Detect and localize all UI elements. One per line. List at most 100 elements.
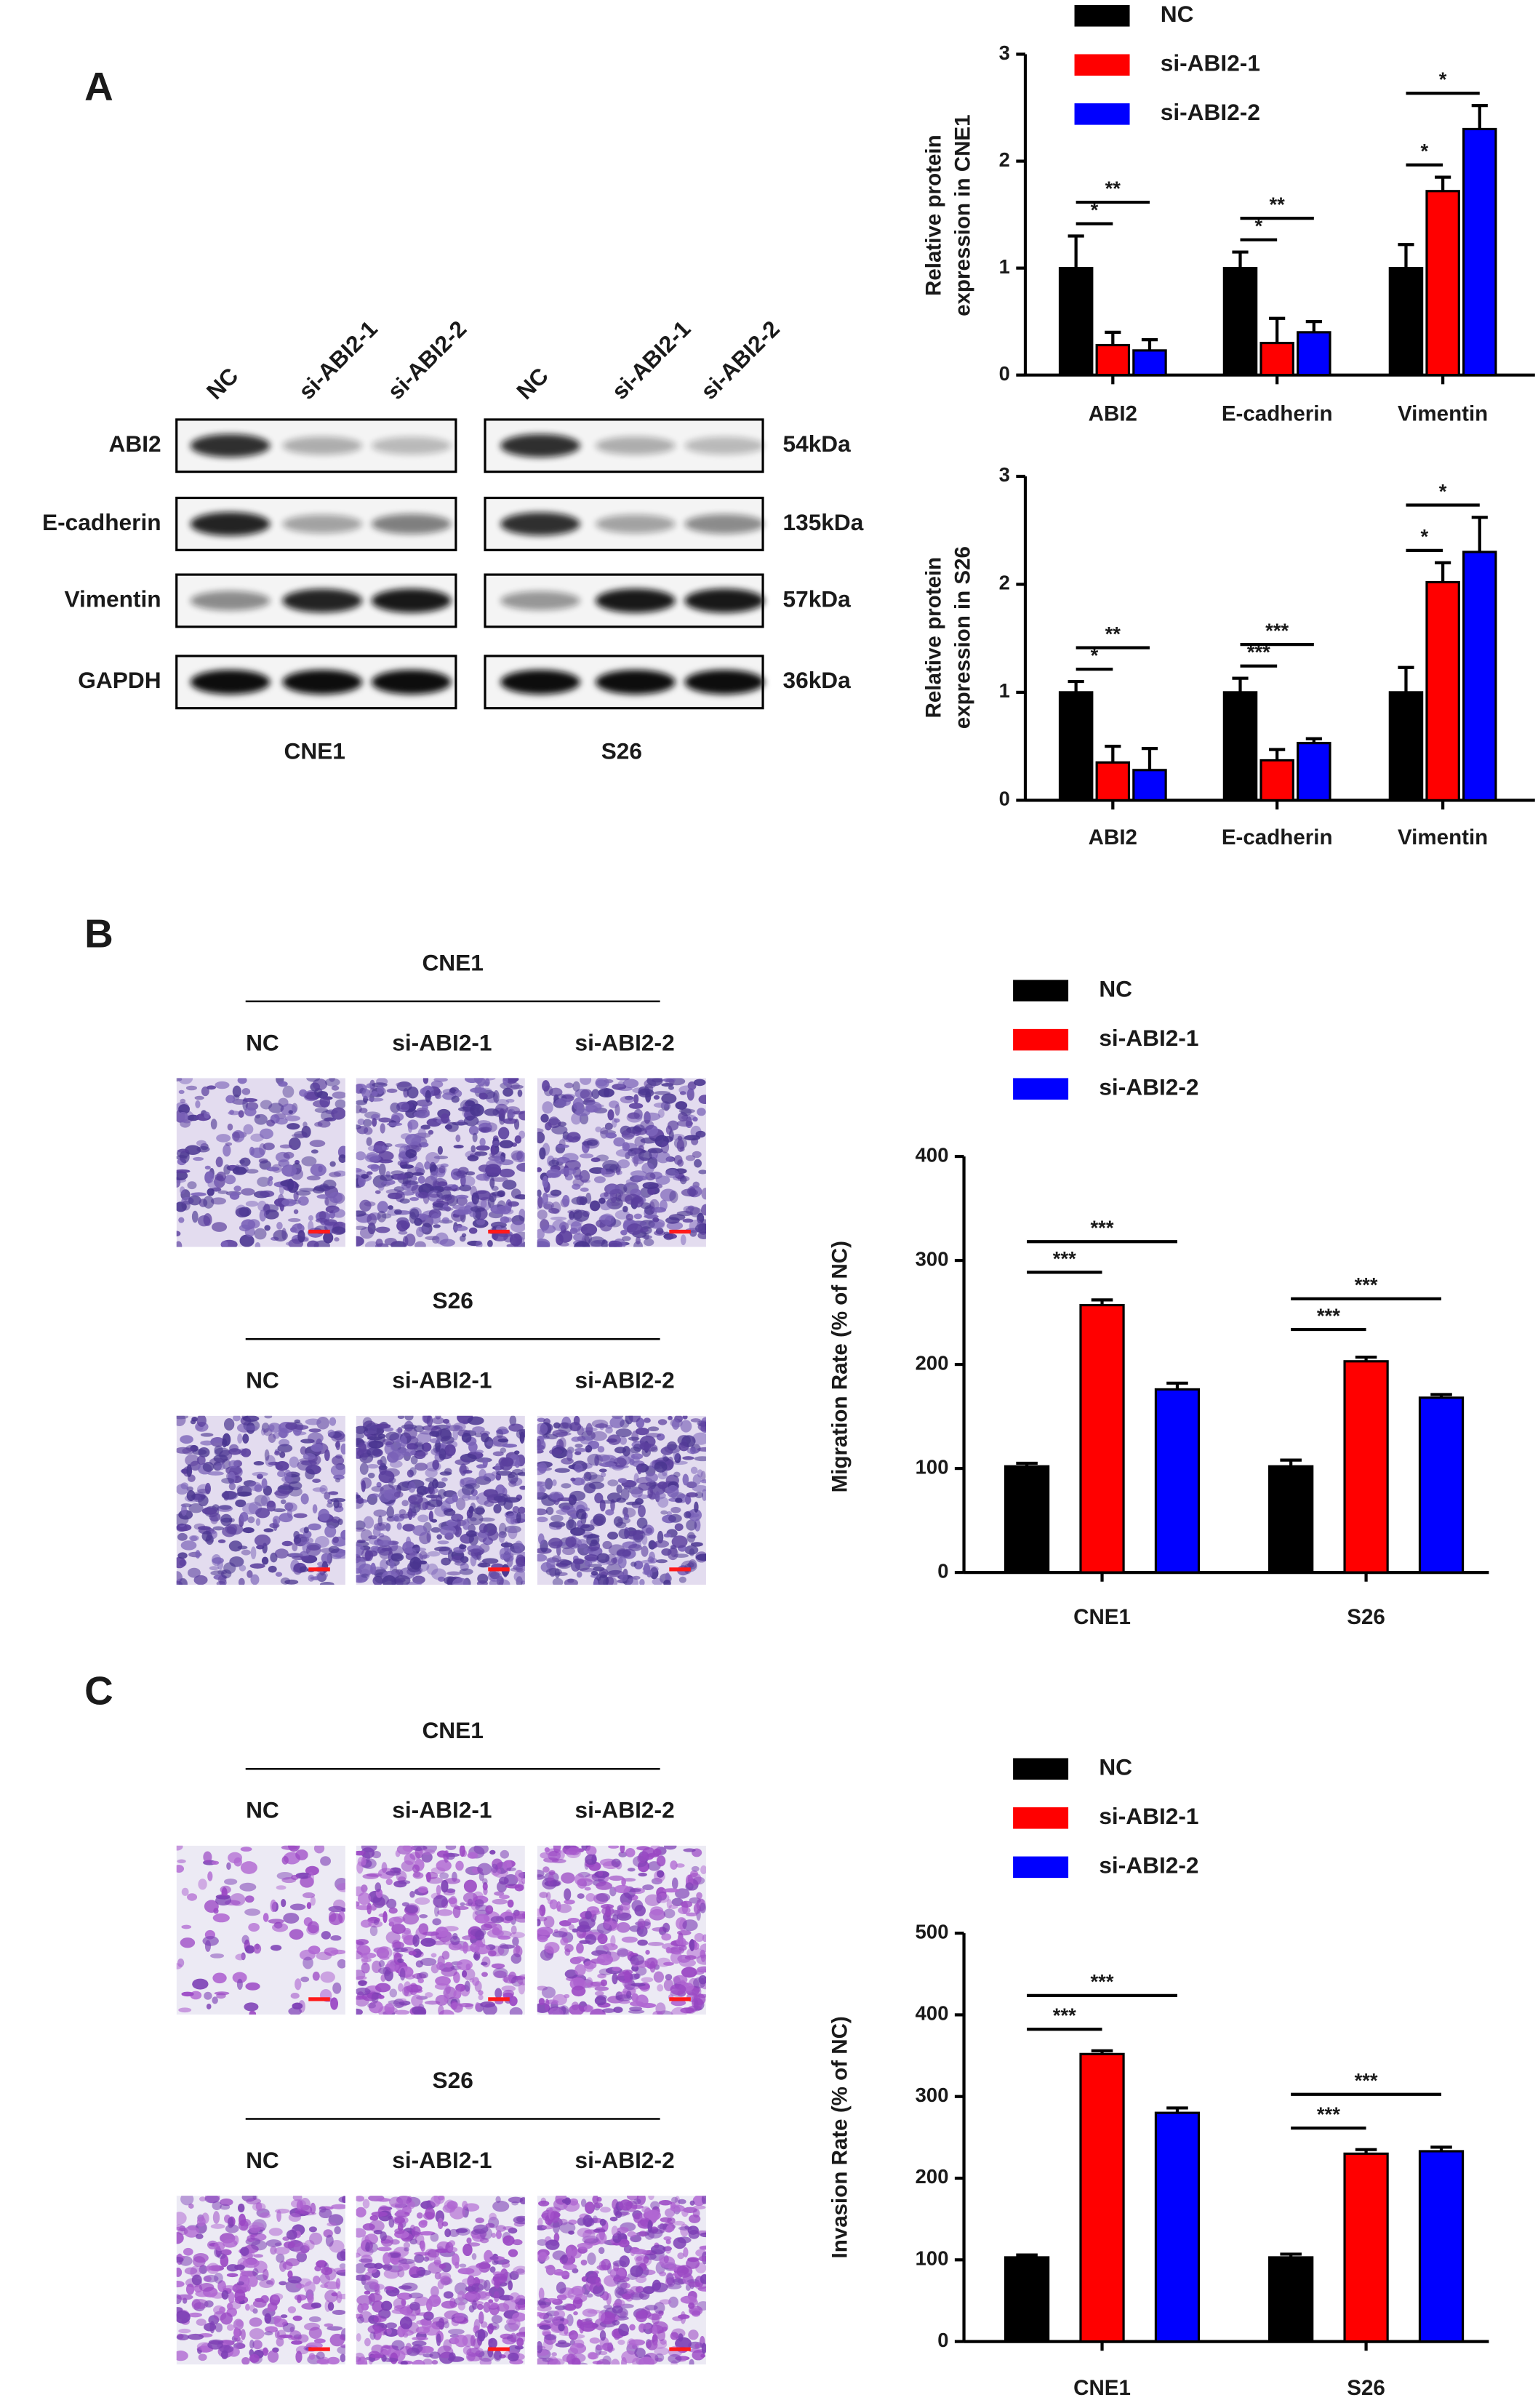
cell: [332, 1536, 339, 1544]
cell: [674, 1452, 681, 1463]
cell: [629, 2006, 643, 2012]
cell: [622, 1506, 628, 1516]
cell: [556, 2281, 566, 2294]
cell: [577, 1539, 588, 1549]
cell: [489, 1176, 495, 1189]
cell: [698, 2255, 706, 2262]
cell: [259, 1190, 275, 1198]
cell: [621, 1129, 635, 1140]
cell: [571, 1543, 580, 1548]
cell: [627, 1868, 636, 1872]
cell: [685, 1882, 694, 1891]
cell: [701, 1204, 706, 1216]
cell: [462, 1968, 476, 1980]
cell: [240, 2247, 249, 2257]
cell: [394, 2228, 405, 2235]
cell: [356, 1210, 367, 1217]
cell: [178, 1104, 191, 1115]
cell: [596, 1953, 614, 1966]
cell: [540, 1113, 549, 1123]
cell: [663, 1961, 674, 1966]
cell: [461, 2293, 477, 2300]
cell: [214, 2272, 223, 2284]
cell: [580, 1223, 598, 1236]
cell: [228, 1540, 243, 1552]
cell: [311, 1149, 319, 1154]
cell: [611, 2225, 619, 2236]
cell: [470, 1928, 486, 1937]
cell: [438, 2272, 452, 2281]
cell: [264, 1225, 271, 1231]
cell: [631, 1993, 639, 2002]
cell: [316, 2351, 325, 2360]
cell: [244, 1908, 261, 1916]
y-tick-label: 100: [916, 2247, 949, 2270]
cell: [219, 2306, 226, 2313]
cell: [475, 1449, 484, 1454]
cell: [629, 2324, 636, 2331]
cell: [388, 1205, 393, 1210]
cell: [462, 2244, 473, 2257]
cell: [424, 1161, 430, 1170]
cell: [518, 2327, 525, 2337]
error-bar: [1435, 175, 1451, 191]
cell: [612, 2319, 620, 2326]
blot-band: [500, 669, 580, 695]
cell: [645, 1433, 662, 1438]
cell: [192, 2256, 206, 2268]
cell: [178, 1217, 185, 1223]
cell: [390, 1102, 400, 1113]
cell: [404, 1233, 416, 1247]
cell: [184, 2267, 198, 2275]
cell: [502, 1078, 508, 1086]
cell: [422, 1845, 438, 1853]
cell: [283, 1913, 300, 1924]
cell: [665, 1169, 679, 1178]
blot-band: [190, 591, 271, 611]
cell: [551, 2352, 557, 2357]
cell: [457, 2290, 465, 2302]
cell: [600, 1213, 614, 1225]
cell: [188, 1503, 204, 1513]
cell: [646, 1569, 653, 1577]
cell: [602, 2008, 616, 2013]
y-tick-label: 1: [999, 679, 1010, 702]
cell: [312, 1971, 320, 1981]
cell: [508, 1996, 518, 2007]
lane-label: NC: [246, 1029, 279, 1055]
cell: [674, 1523, 684, 1532]
cell: [650, 2201, 660, 2210]
cell: [559, 2222, 576, 2234]
cell: [468, 1125, 479, 1135]
cell: [473, 2224, 489, 2234]
cell: [666, 1156, 675, 1162]
cell: [595, 1126, 602, 1132]
cell: [701, 1188, 706, 1200]
cell: [241, 1087, 251, 1095]
cell: [449, 2206, 465, 2220]
cell: [361, 1089, 371, 1099]
cell: [492, 1137, 500, 1148]
cell: [561, 2254, 568, 2264]
cell: [206, 1085, 216, 1090]
cell: [633, 1473, 639, 1484]
cell: [323, 1179, 337, 1190]
cell: [439, 1525, 457, 1536]
cell: [553, 2309, 566, 2319]
cell: [329, 1161, 336, 1167]
cell: [177, 1111, 188, 1123]
cell: [433, 2255, 441, 2267]
cell: [305, 1418, 321, 1425]
cell: [493, 1503, 502, 1514]
cell: [444, 1850, 449, 1863]
cell: [636, 2310, 652, 2319]
cell: [227, 1123, 233, 1131]
cell: [552, 1931, 568, 1938]
error-bar: [1280, 1458, 1302, 1467]
cell: [569, 2004, 585, 2015]
cell: [678, 1959, 697, 1967]
cell: [499, 1895, 510, 1900]
cell: [366, 1152, 380, 1161]
cell: [382, 1575, 397, 1585]
cell: [640, 1119, 654, 1130]
